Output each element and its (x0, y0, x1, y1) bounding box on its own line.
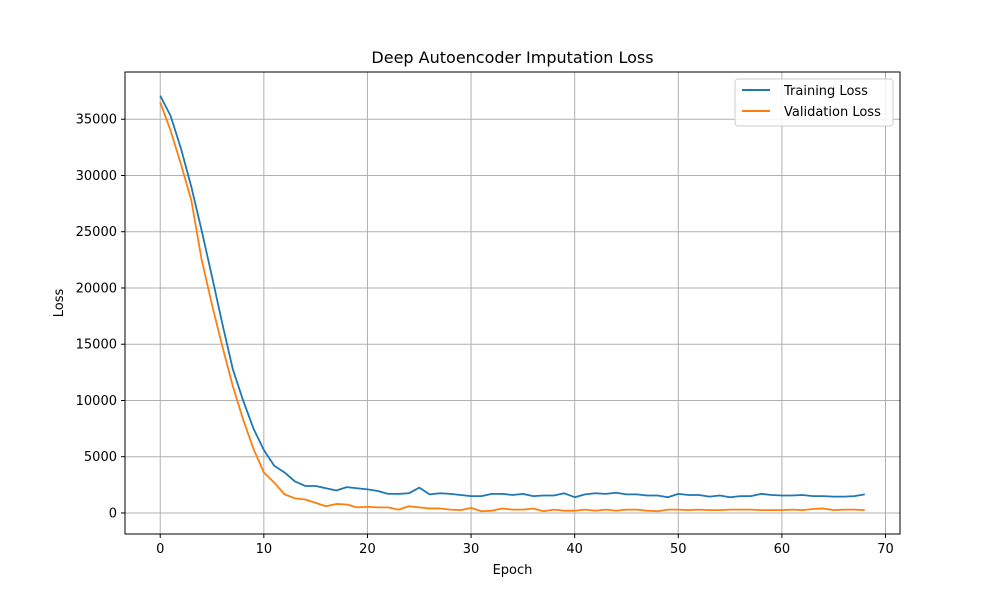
y-tick-label: 15000 (76, 338, 117, 353)
x-tick-label: 40 (566, 542, 583, 557)
grid (125, 72, 900, 534)
legend-label-training-loss: Training Loss (783, 84, 868, 99)
y-tick-label: 20000 (76, 281, 117, 296)
x-tick-label: 20 (359, 542, 376, 557)
y-tick-label: 30000 (76, 169, 117, 184)
y-tick-label: 10000 (76, 394, 117, 409)
axis-ticks: 0 10 20 30 40 50 60 70 0 5000 10000 15000 20000 25000… (76, 113, 894, 557)
series-line-validation-loss (159, 102, 865, 513)
y-tick-label: 35000 (76, 113, 117, 128)
legend-frame (734, 78, 894, 127)
y-tick-label: 0 (109, 506, 117, 521)
x-tick-label: 30 (463, 542, 480, 557)
y-tick-label: 25000 (76, 225, 117, 240)
x-tick-label: 50 (670, 542, 687, 557)
legend-label-validation-loss: Validation Loss (784, 105, 881, 120)
x-tick-label: 10 (256, 542, 273, 557)
legend: Training Loss Validation Loss (734, 78, 894, 127)
x-axis-label: Epoch (493, 563, 533, 578)
x-tick-label: 0 (156, 542, 164, 557)
x-tick-label: 70 (877, 542, 894, 557)
series-lines (159, 95, 865, 513)
y-tick-label: 5000 (84, 450, 117, 465)
x-tick-label: 60 (774, 542, 791, 557)
series-line-training-loss (159, 95, 865, 499)
chart-title: Deep Autoencoder Imputation Loss (371, 48, 653, 67)
plot-frame (124, 71, 901, 535)
y-axis-label: Loss (52, 289, 67, 318)
